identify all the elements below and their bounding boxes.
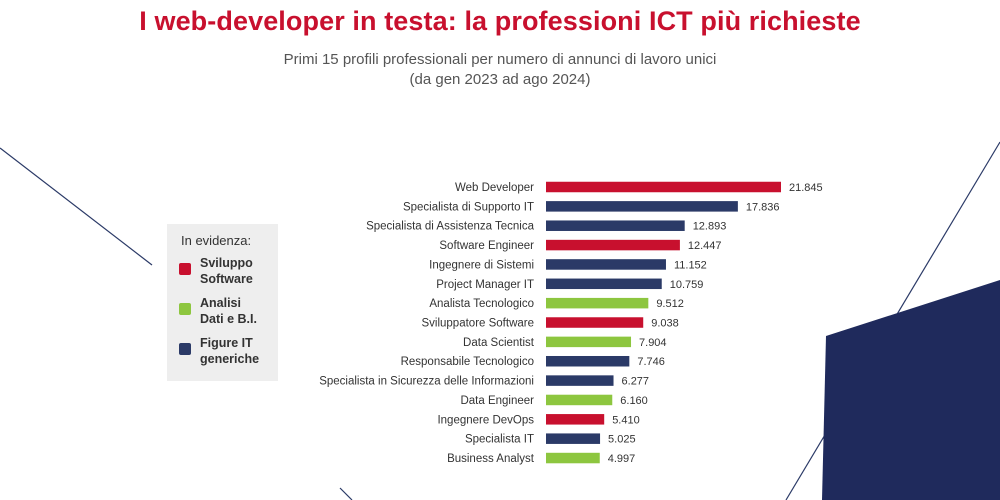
value-label-specialista-in-sicurezza-delle-informazioni: 6.277 [622,376,650,388]
subtitle-line-2: (da gen 2023 ad ago 2024) [409,71,591,88]
category-label-analista-tecnologico: Analista Tecnologico [429,298,534,310]
decorative-shape-bottom-right [822,280,1000,500]
bar-data-engineer [546,394,613,406]
legend-label-sviluppo-software: Sviluppo Software [200,256,253,286]
value-label-ingegnere-devops: 5.410 [612,414,640,426]
legend-swatch-figure-it [179,343,191,355]
legend-item-sviluppo-software: Sviluppo Software [177,255,277,295]
category-label-business-analyst: Business Analyst [447,453,535,465]
bar-ingegnere-devops [546,414,605,425]
value-label-sviluppatore-software: 9.038 [651,318,679,330]
decorative-line-left [0,147,153,266]
bar-data-scientist [546,336,632,348]
legend-swatch-sviluppo-software [179,263,191,275]
value-label-specialista-di-supporto-it: 17.836 [746,201,780,213]
category-label-sviluppatore-software: Sviluppatore Software [421,318,534,330]
chart-title: I web-developer in testa: la professioni… [139,6,861,36]
value-label-responsabile-tecnologico: 7.746 [637,356,665,368]
value-label-web-developer: 21.845 [789,182,823,194]
category-label-software-engineer: Software Engineer [439,240,534,252]
bar-ingegnere-di-sistemi [546,259,666,270]
decorative-line-bottom [339,487,353,500]
chart-subtitle: Primi 15 profili professionali per numer… [0,50,1000,90]
legend-label-analisi-dati: Analisi Dati e B.I. [200,296,257,326]
category-label-responsabile-tecnologico: Responsabile Tecnologico [401,356,534,368]
legend-item-figure-it: Figure IT generiche [177,335,277,375]
category-label-data-scientist: Data Scientist [463,337,535,349]
legend-swatch-analisi-dati [179,303,191,315]
bar-responsabile-tecnologico [546,355,630,367]
value-label-project-manager-it: 10.759 [670,279,704,291]
subtitle-line-1: Primi 15 profili professionali per numer… [283,51,717,68]
bar-specialista-di-assistenza-tecnica [546,220,685,231]
bar-specialista-di-supporto-it [546,201,738,212]
value-label-analista-tecnologico: 9.512 [656,298,684,310]
value-label-software-engineer: 12.447 [688,240,722,252]
bar-software-engineer [546,239,680,251]
category-label-specialista-di-assistenza-tecnica: Specialista di Assistenza Tecnica [366,221,535,233]
value-label-specialista-di-assistenza-tecnica: 12.893 [693,221,727,233]
category-label-ingegnere-di-sistemi: Ingegnere di Sistemi [429,259,534,271]
value-label-data-engineer: 6.160 [620,395,648,407]
bar-web-developer [546,181,781,193]
bar-sviluppatore-software [546,317,644,328]
category-label-specialista-it: Specialista IT [465,434,534,446]
legend-label-figure-it: Figure IT generiche [200,336,260,366]
legend-item-analisi-dati: Analisi Dati e B.I. [177,295,277,335]
legend: In evidenza: Sviluppo Software Analisi D… [167,224,278,381]
category-label-specialista-di-supporto-it: Specialista di Supporto IT [403,201,534,213]
bar-analista-tecnologico [546,297,649,309]
category-label-data-engineer: Data Engineer [460,395,534,407]
bar-specialista-in-sicurezza-delle-informazioni [546,375,614,386]
value-label-business-analyst: 4.997 [608,453,636,465]
bar-project-manager-it [546,278,662,290]
value-label-data-scientist: 7.904 [639,337,667,349]
category-label-project-manager-it: Project Manager IT [436,279,534,291]
legend-title: In evidenza: [181,233,252,248]
category-label-specialista-in-sicurezza-delle-informazioni: Specialista in Sicurezza delle Informazi… [319,376,534,388]
category-label-web-developer: Web Developer [455,182,534,194]
bar-business-analyst [546,452,600,464]
bar-specialista-it [546,433,601,444]
value-label-ingegnere-di-sistemi: 11.152 [674,259,707,271]
category-label-ingegnere-devops: Ingegnere DevOps [437,414,534,426]
value-label-specialista-it: 5.025 [608,434,636,446]
